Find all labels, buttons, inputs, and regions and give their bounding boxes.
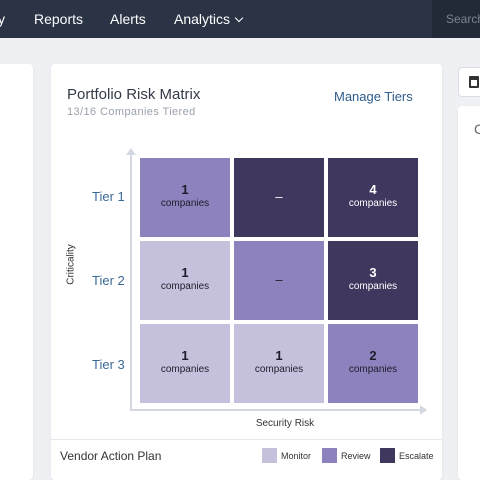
manage-tiers-link[interactable]: Manage Tiers [334,89,413,104]
matrix-cell-r1-c2[interactable]: – [234,158,324,237]
top-navigation-bar: y Reports Alerts Analytics Search [0,0,480,38]
cell-count: 1 [181,182,189,197]
matrix-cell-r2-c1[interactable]: 1 companies [140,241,230,320]
y-axis-arrow-icon [126,148,136,155]
nav-item-reports[interactable]: Reports [34,11,84,27]
calendar-icon [469,76,479,88]
nav-item-analytics-label: Analytics [174,11,231,27]
tier-3-label: Tier 3 [92,357,125,372]
cell-unit-label: companies [348,364,398,375]
matrix-cell-r3-c2[interactable]: 1 companies [234,324,324,403]
cell-unit-label: companies [348,198,398,209]
cell-count: 2 [369,348,377,363]
matrix-cell-r1-c3[interactable]: 4 companies [328,158,418,237]
nav-item-analytics[interactable]: Analytics [174,11,244,27]
vendor-action-plan-title: Vendor Action Plan [60,449,162,463]
cell-unit-label: companies [160,281,210,292]
nav-item-alerts[interactable]: Alerts [110,11,146,27]
tier-1-label: Tier 1 [92,189,125,204]
legend-label-monitor: Monitor [281,451,312,461]
y-axis-label: Criticality [65,244,77,285]
cell-count: 1 [275,348,283,363]
matrix-cell-r2-c3[interactable]: 3 companies [328,241,418,320]
right-card-title: C [474,121,480,137]
matrix-cell-r1-c1[interactable]: 1 companies [140,158,230,237]
nav-item-truncated[interactable]: y [0,11,5,27]
matrix-cell-r2-c2[interactable]: – [234,241,324,320]
legend-label-escalate: Escalate [399,451,434,461]
cell-count: 1 [181,348,189,363]
legend-label-review: Review [341,451,371,461]
search-input[interactable]: Search [432,0,480,38]
cell-unit-label: companies [160,198,210,209]
chevron-down-icon [234,13,244,23]
matrix-cell-r3-c1[interactable]: 1 companies [140,324,230,403]
cell-count: 3 [369,265,377,280]
card-subtitle: 13/16 Companies Tiered [67,106,196,118]
footer-divider [51,439,442,440]
matrix-cell-r3-c3[interactable]: 2 companies [328,324,418,403]
y-axis-line [130,152,132,410]
legend-swatch-escalate [380,448,395,463]
cell-unit-label: companies [348,281,398,292]
legend-swatch-monitor [262,448,277,463]
x-axis-line [130,409,422,411]
legend-swatch-review [322,448,337,463]
tier-2-label: Tier 2 [92,273,125,288]
cell-unit-label: companies [254,364,304,375]
right-card [458,106,480,480]
cell-empty-dash: – [275,189,283,204]
cell-count: 4 [369,182,377,197]
x-axis-arrow-icon [420,405,427,415]
left-card [0,64,33,480]
cell-count: 1 [181,265,189,280]
cell-unit-label: companies [160,364,210,375]
card-title: Portfolio Risk Matrix [67,86,201,103]
right-action-button[interactable] [458,67,480,97]
cell-empty-dash: – [275,272,283,287]
search-placeholder: Search [446,12,480,26]
x-axis-label: Security Risk [255,418,315,429]
